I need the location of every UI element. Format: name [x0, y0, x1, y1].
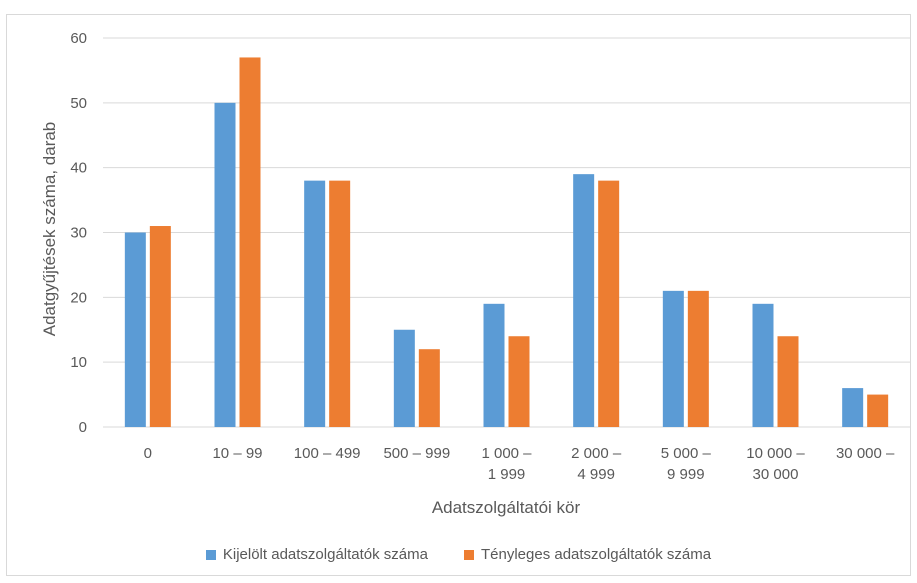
x-tick-label: 30 000: [753, 466, 799, 483]
x-tick-label: 10 000 –: [746, 445, 805, 462]
bar-series-1: [124, 232, 146, 427]
legend: Kijelölt adatszolgáltatók száma Ténylege…: [0, 546, 917, 563]
x-tick-label: 1 000 –: [481, 445, 532, 462]
y-tick-label: 0: [79, 419, 87, 436]
bar-series-1: [662, 290, 684, 427]
x-tick-label: 0: [144, 445, 152, 462]
x-tick-label: 1 999: [488, 466, 526, 483]
legend-label-series-2: Tényleges adatszolgáltatók száma: [480, 546, 712, 563]
x-tick-label: 30 000 –: [836, 445, 895, 462]
legend-item-series-2: Tényleges adatszolgáltatók száma: [463, 546, 712, 563]
bar-series-1: [842, 388, 864, 427]
legend-swatch-series-2: [463, 549, 474, 560]
x-tick-label: 2 000 –: [571, 445, 622, 462]
bar-series-2: [239, 57, 261, 427]
y-tick-label: 50: [70, 95, 87, 112]
y-tick-label: 40: [70, 160, 87, 177]
legend-item-series-1: Kijelölt adatszolgáltatók száma: [205, 546, 428, 563]
x-tick-label: 4 999: [577, 466, 615, 483]
bar-series-1: [393, 329, 415, 427]
x-tick-labels: 0 10 – 99 100 – 499 500 – 999 1 000 – 1 999 2 …: [144, 445, 895, 483]
bars: [124, 57, 889, 427]
bar-series-2: [418, 349, 440, 427]
y-tick-label: 10: [70, 354, 87, 371]
gridlines: [103, 37, 910, 428]
x-axis-title: Adatszolgáltatói kör: [432, 498, 581, 517]
bar-series-2: [329, 180, 351, 427]
x-tick-label: 5 000 –: [661, 445, 712, 462]
y-axis-title: Adatgyűjtések száma, darab: [40, 122, 59, 337]
bar-series-2: [598, 180, 620, 427]
bar-series-1: [752, 303, 774, 427]
bar-series-1: [304, 180, 326, 427]
y-tick-label: 60: [70, 30, 87, 47]
chart-frame: [6, 14, 911, 576]
y-tick-label: 20: [70, 289, 87, 306]
bar-series-1: [573, 174, 595, 427]
bar-series-2: [687, 290, 709, 427]
bar-series-2: [777, 336, 799, 427]
legend-label-series-1: Kijelölt adatszolgáltatók száma: [222, 546, 428, 563]
bar-series-1: [214, 102, 236, 427]
y-tick-label: 30: [70, 225, 87, 242]
x-tick-label: 9 999: [667, 466, 705, 483]
x-tick-label: 500 – 999: [383, 445, 450, 462]
x-tick-label: 10 – 99: [212, 445, 262, 462]
y-tick-labels: 0 10 20 30 40 50 60: [70, 30, 87, 436]
x-tick-label: 100 – 499: [294, 445, 361, 462]
bar-series-2: [149, 226, 171, 427]
legend-swatch-series-1: [205, 549, 216, 560]
bar-series-1: [483, 303, 505, 427]
bar-series-2: [508, 336, 530, 427]
bar-series-2: [867, 394, 889, 427]
